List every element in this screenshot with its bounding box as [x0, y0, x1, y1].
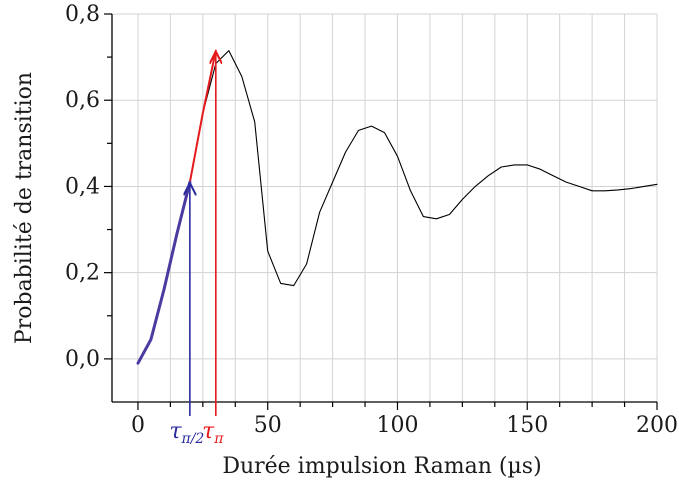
- annotation-subscript-1: π/2: [181, 431, 205, 447]
- y-axis-title: Probabilité de transition: [12, 72, 37, 344]
- series-line-1: [137, 50, 658, 364]
- series-line-3: [136, 180, 192, 365]
- series-line-2: [137, 49, 217, 365]
- annotation-label-1: τπ/2: [169, 419, 204, 447]
- y-tick-label: 0,6: [65, 88, 100, 113]
- x-tick-label: 50: [254, 413, 282, 438]
- x-tick-label: 150: [506, 413, 548, 438]
- y-tick-label: 0,2: [65, 261, 100, 286]
- annotations: τπ/2τπ: [169, 53, 224, 447]
- x-axis-title: Durée impulsion Raman (µs): [222, 454, 541, 479]
- y-tick-label: 0,8: [65, 2, 100, 27]
- x-tick-label: 0: [131, 413, 145, 438]
- tick-labels: 0 50 100 150 200 0,0 0,2 0,4 0,6 0,8: [65, 2, 678, 438]
- series-group: [136, 49, 658, 365]
- grid: [112, 13, 658, 402]
- axes: [104, 13, 658, 410]
- annotation-label-2: τπ: [202, 419, 224, 447]
- y-tick-label: 0,4: [65, 174, 100, 199]
- y-tick-label: 0,0: [65, 347, 100, 372]
- annotation-subscript-2: π: [213, 431, 224, 447]
- x-tick-label: 200: [636, 413, 678, 438]
- x-tick-label: 100: [376, 413, 418, 438]
